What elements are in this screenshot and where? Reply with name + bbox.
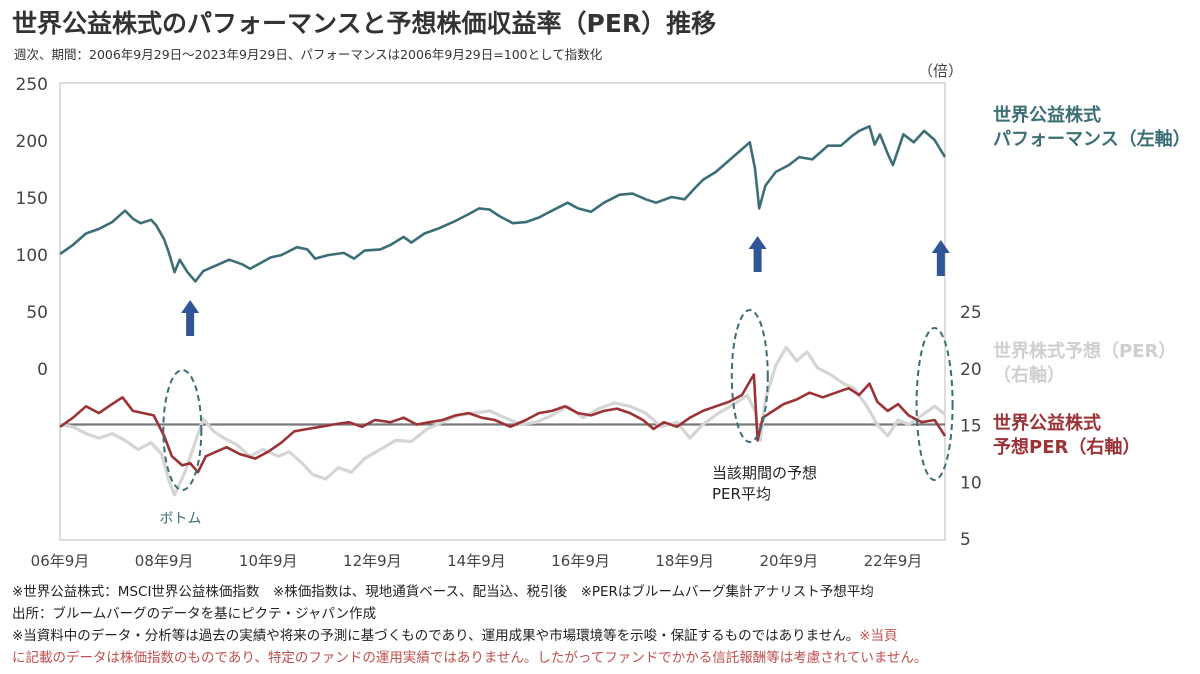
series-label-0-1: パフォーマンス（左軸） [993, 128, 1191, 150]
tick-labels: 0 50 100 150 200 250 5 10 15 20 25 （倍） 06年9月 08年9月 10年… [16, 62, 982, 570]
plot-frame [59, 82, 946, 541]
bottom-label: ボトム [159, 511, 201, 527]
footnote-warning-start: ※当頁 [859, 628, 898, 644]
x-axis-tick-1: 08年9月 [135, 552, 194, 570]
series-line-0 [59, 125, 947, 283]
series-label-2-1: 予想PER（右軸） [993, 436, 1140, 458]
series-line-2 [59, 373, 947, 474]
left-axis-tick-200: 200 [16, 132, 48, 152]
left-axis-tick-150: 150 [16, 189, 48, 209]
bottom-circle-2 [915, 327, 954, 481]
right-axis-tick-10: 10 [960, 473, 982, 493]
x-axis-tick-0: 06年9月 [31, 552, 90, 570]
up-arrow-2 [931, 240, 950, 276]
right-axis-unit: （倍） [918, 62, 963, 80]
footnote-disclaimer-text: ※当資料中のデータ・分析等は過去の実績や将来の予測に基づくものであり、運用成果や… [12, 628, 860, 644]
chart-subtitle: 週次、期間：2006年9月29日～2023年9月29日、パフォーマンスは2006… [14, 47, 603, 62]
series-label-0-0: 世界公益株式 [993, 104, 1101, 126]
chart-axes [59, 82, 946, 541]
series-label-1-0: 世界株式予想（PER） [993, 340, 1176, 362]
chart-series [59, 125, 947, 497]
footnote-warning: に記載のデータは株価指数のものであり、特定のファンドの運用実績ではありません。し… [12, 650, 928, 666]
average-per-label-1: 当該期間の予想 [712, 464, 817, 482]
footnote-sources: ※世界公益株式：MSCI世界公益株価指数 ※株価指数は、現地通貨ベース、配当込、… [12, 584, 874, 600]
x-axis-tick-3: 12年9月 [343, 552, 402, 570]
footnote-disclaimer: ※当資料中のデータ・分析等は過去の実績や将来の予測に基づくものであり、運用成果や… [12, 624, 898, 644]
series-label-2-0: 世界公益株式 [993, 412, 1101, 434]
up-arrow-1 [748, 236, 767, 272]
footnote-origin: 出所：ブルームバーグのデータを基にピクテ・ジャパン作成 [12, 606, 377, 622]
average-per-label-2: PER平均 [712, 485, 771, 503]
bottom-circle-1 [730, 309, 769, 443]
chart-title: 世界公益株式のパフォーマンスと予想株価収益率（PER）推移 [12, 9, 717, 38]
right-axis-tick-5: 5 [960, 530, 971, 550]
series-line-1 [59, 345, 946, 497]
up-arrow-0 [181, 300, 200, 336]
series-labels: 世界公益株式パフォーマンス（左軸）世界株式予想（PER）（右軸）世界公益株式予想… [993, 104, 1191, 458]
left-axis-tick-0: 0 [37, 360, 48, 380]
series-label-1-1: （右軸） [993, 364, 1065, 386]
left-axis-tick-100: 100 [16, 246, 48, 266]
x-axis-tick-2: 10年9月 [239, 552, 298, 570]
x-axis-tick-4: 14年9月 [447, 552, 506, 570]
bottom-circle-0 [162, 369, 203, 491]
left-axis-tick-250: 250 [16, 75, 48, 95]
x-axis-tick-6: 18年9月 [655, 552, 714, 570]
x-axis-tick-7: 20年9月 [760, 552, 819, 570]
x-axis-tick-8: 22年9月 [864, 552, 923, 570]
right-axis-tick-25: 25 [960, 303, 982, 323]
left-axis-tick-50: 50 [26, 303, 48, 323]
x-axis-tick-5: 16年9月 [551, 552, 610, 570]
right-axis-tick-20: 20 [960, 360, 982, 380]
right-axis-tick-15: 15 [960, 417, 982, 437]
